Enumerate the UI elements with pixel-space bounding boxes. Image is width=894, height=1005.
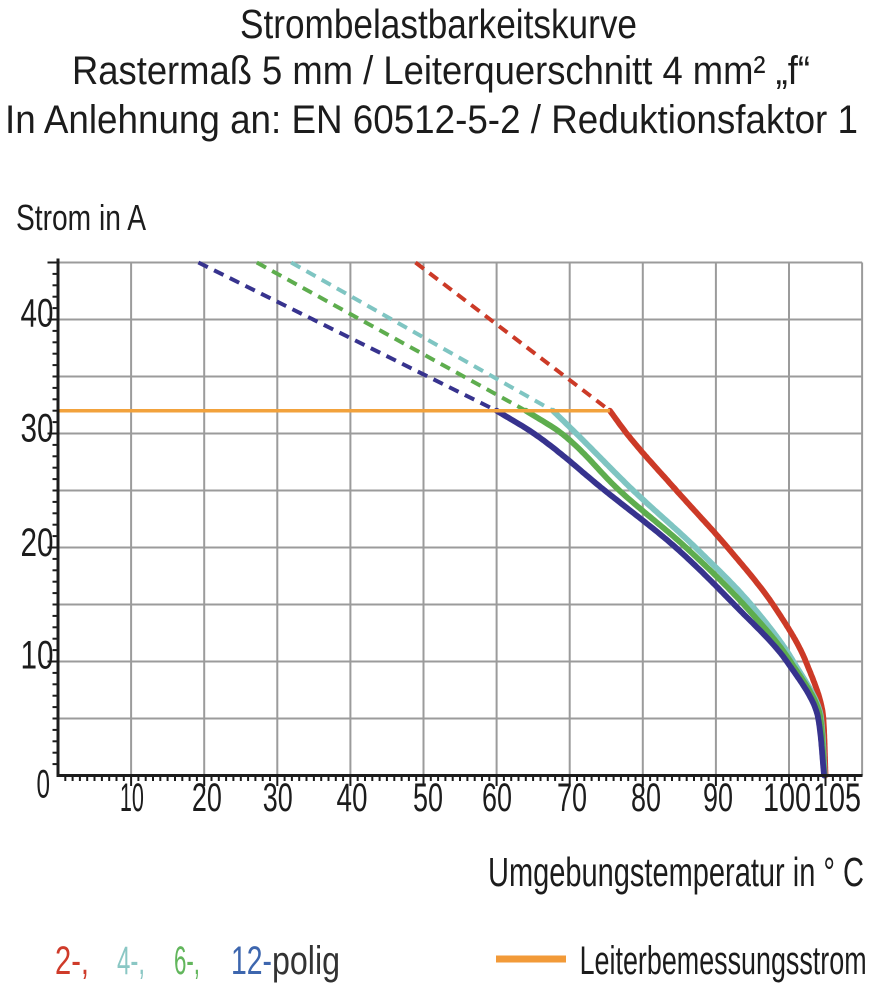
svg-text:30: 30: [263, 776, 293, 820]
svg-text:0: 0: [37, 763, 51, 807]
svg-text:6-,: 6-,: [174, 939, 200, 983]
svg-text:50: 50: [413, 776, 443, 820]
svg-text:40: 40: [337, 776, 368, 820]
svg-text:80: 80: [631, 776, 661, 820]
svg-text:10: 10: [21, 633, 54, 677]
svg-text:90: 90: [703, 776, 733, 820]
svg-text:Umgebungstemperatur in ° C: Umgebungstemperatur in ° C: [488, 849, 864, 895]
svg-text:12-: 12-: [231, 939, 272, 983]
svg-text:Leiterbemessungsstrom: Leiterbemessungsstrom: [580, 939, 867, 983]
svg-text:polig: polig: [272, 939, 340, 983]
svg-text:In Anlehnung an: EN 60512-5-2: In Anlehnung an: EN 60512-5-2 / Reduktio…: [5, 98, 858, 142]
svg-text:105: 105: [813, 776, 861, 820]
svg-text:Strombelastbarkeitskurve: Strombelastbarkeitskurve: [240, 1, 637, 47]
svg-text:70: 70: [557, 776, 587, 820]
svg-text:4-,: 4-,: [117, 939, 145, 983]
svg-text:30: 30: [21, 406, 54, 450]
svg-text:2-,: 2-,: [55, 939, 89, 983]
svg-text:60: 60: [482, 776, 512, 820]
svg-text:Strom in A: Strom in A: [16, 197, 146, 238]
svg-text:10: 10: [120, 776, 144, 820]
svg-text:100: 100: [763, 776, 811, 820]
svg-text:40: 40: [21, 292, 54, 336]
svg-text:20: 20: [192, 776, 222, 820]
svg-text:20: 20: [21, 521, 54, 565]
svg-text:Rastermaß 5 mm / Leiterquersch: Rastermaß 5 mm / Leiterquerschnitt 4 mm²…: [72, 49, 810, 93]
